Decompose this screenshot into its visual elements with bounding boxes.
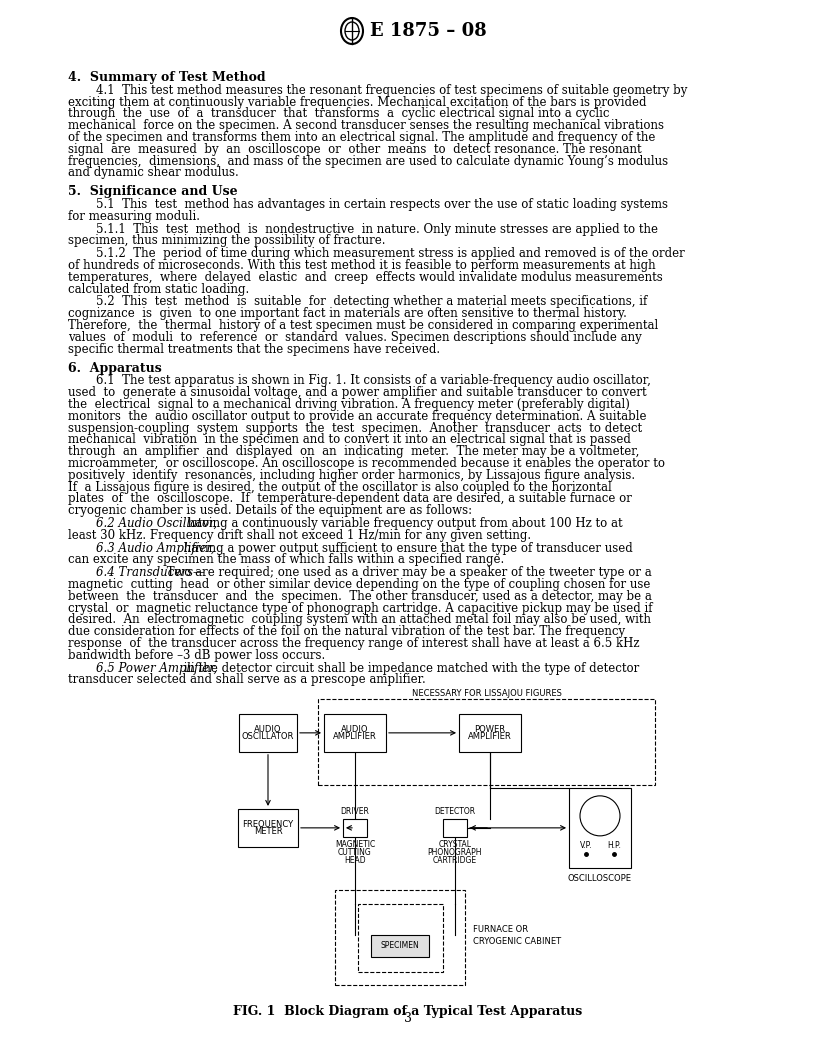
Text: desired.  An  electromagnetic  coupling system with an attached metal foil may a: desired. An electromagnetic coupling sys… bbox=[68, 614, 651, 626]
Bar bbox=[343, 818, 367, 836]
Text: of hundreds of microseconds. With this test method it is feasible to perform mea: of hundreds of microseconds. With this t… bbox=[68, 259, 655, 272]
Bar bbox=[238, 809, 298, 847]
Text: If  a Lissajous figure is desired, the output of the oscillator is also coupled : If a Lissajous figure is desired, the ou… bbox=[68, 480, 612, 493]
Text: NECESSARY FOR LISSAJOU FIGURES: NECESSARY FOR LISSAJOU FIGURES bbox=[411, 689, 561, 698]
Text: FIG. 1  Block Diagram of a Typical Test Apparatus: FIG. 1 Block Diagram of a Typical Test A… bbox=[233, 1005, 583, 1018]
Text: having a continuously variable frequency output from about 100 Hz to at: having a continuously variable frequency… bbox=[184, 517, 623, 530]
Text: 4.  Summary of Test Method: 4. Summary of Test Method bbox=[68, 71, 266, 84]
Text: PHONOGRAPH: PHONOGRAPH bbox=[428, 848, 482, 856]
Text: CARTRIDGE: CARTRIDGE bbox=[433, 855, 477, 865]
Bar bbox=[357, 904, 442, 972]
Text: 6.2 Audio Oscillator,: 6.2 Audio Oscillator, bbox=[96, 517, 217, 530]
Bar bbox=[335, 890, 465, 985]
Text: 5.  Significance and Use: 5. Significance and Use bbox=[68, 185, 237, 199]
Text: plates  of  the  oscilloscope.  If  temperature-dependent data are desired, a su: plates of the oscilloscope. If temperatu… bbox=[68, 492, 632, 506]
Text: CRYSTAL: CRYSTAL bbox=[438, 840, 472, 849]
Text: 6.3 Audio Amplifier,: 6.3 Audio Amplifier, bbox=[96, 542, 215, 554]
Text: magnetic  cutting  head  or other similar device depending on the type of coupli: magnetic cutting head or other similar d… bbox=[68, 578, 650, 591]
Bar bbox=[318, 699, 655, 786]
Text: 4.1  This test method measures the resonant frequencies of test specimens of sui: 4.1 This test method measures the resona… bbox=[96, 83, 687, 97]
Text: H.P.: H.P. bbox=[607, 842, 621, 850]
Bar bbox=[371, 935, 429, 957]
Text: CRYOGENIC CABINET: CRYOGENIC CABINET bbox=[473, 938, 561, 946]
Text: OSCILLOSCOPE: OSCILLOSCOPE bbox=[568, 874, 632, 883]
Text: 5.1.1  This  test  method  is  nondestructive  in nature. Only minute stresses a: 5.1.1 This test method is nondestructive… bbox=[96, 223, 658, 235]
Text: 5.1.2  The  period of time during which measurement stress is applied and remove: 5.1.2 The period of time during which me… bbox=[96, 247, 685, 260]
Text: specific thermal treatments that the specimens have received.: specific thermal treatments that the spe… bbox=[68, 343, 440, 356]
Text: bandwidth before –3 dB power loss occurs.: bandwidth before –3 dB power loss occurs… bbox=[68, 648, 326, 662]
Text: having a power output sufficient to ensure that the type of transducer used: having a power output sufficient to ensu… bbox=[180, 542, 633, 554]
Text: Therefore,  the  thermal  history of a test specimen must be considered in compa: Therefore, the thermal history of a test… bbox=[68, 319, 659, 332]
Text: cognizance  is  given  to one important fact in materials are often sensitive to: cognizance is given to one important fac… bbox=[68, 307, 627, 320]
Text: FREQUENCY: FREQUENCY bbox=[242, 819, 294, 829]
Bar bbox=[443, 818, 467, 836]
Text: DRIVER: DRIVER bbox=[340, 807, 370, 816]
Text: CUTTING: CUTTING bbox=[338, 848, 372, 856]
Text: mechanical  vibration  in the specimen and to convert it into an electrical sign: mechanical vibration in the specimen and… bbox=[68, 433, 631, 447]
Text: DETECTOR: DETECTOR bbox=[434, 807, 476, 816]
Text: AMPLIFIER: AMPLIFIER bbox=[333, 732, 377, 741]
Text: of the specimen and transforms them into an electrical signal. The amplitude and: of the specimen and transforms them into… bbox=[68, 131, 655, 144]
Text: between  the  transducer  and  the  specimen.  The other transducer, used as a d: between the transducer and the specimen.… bbox=[68, 589, 652, 603]
Text: OSCILLATOR: OSCILLATOR bbox=[242, 732, 295, 741]
Text: SPECIMEN: SPECIMEN bbox=[380, 941, 419, 950]
Text: least 30 kHz. Frequency drift shall not exceed 1 Hz/min for any given setting.: least 30 kHz. Frequency drift shall not … bbox=[68, 529, 531, 542]
Text: calculated from static loading.: calculated from static loading. bbox=[68, 283, 249, 296]
Text: and dynamic shear modulus.: and dynamic shear modulus. bbox=[68, 167, 239, 180]
Text: through  an  amplifier  and  displayed  on  an  indicating  meter.  The meter ma: through an amplifier and displayed on an… bbox=[68, 446, 640, 458]
Bar bbox=[324, 714, 386, 752]
Bar bbox=[569, 788, 631, 868]
Text: AUDIO: AUDIO bbox=[341, 724, 369, 734]
Text: positively  identify  resonances, including higher order harmonics, by Lissajous: positively identify resonances, includin… bbox=[68, 469, 635, 482]
Text: can excite any specimen the mass of which falls within a specified range.: can excite any specimen the mass of whic… bbox=[68, 553, 504, 566]
Text: specimen, thus minimizing the possibility of fracture.: specimen, thus minimizing the possibilit… bbox=[68, 234, 385, 247]
Text: exciting them at continuously variable frequencies. Mechanical excitation of the: exciting them at continuously variable f… bbox=[68, 96, 646, 109]
Text: 5.1  This  test  method has advantages in certain respects over the use of stati: 5.1 This test method has advantages in c… bbox=[96, 199, 668, 211]
Text: signal  are  measured  by  an  oscilloscope  or  other  means  to  detect resona: signal are measured by an oscilloscope o… bbox=[68, 143, 641, 156]
Text: frequencies,  dimensions,  and mass of the specimen are used to calculate dynami: frequencies, dimensions, and mass of the… bbox=[68, 154, 668, 168]
Bar bbox=[239, 714, 297, 752]
Text: response  of  the transducer across the frequency range of interest shall have a: response of the transducer across the fr… bbox=[68, 637, 640, 649]
Text: 6.1  The test apparatus is shown in Fig. 1. It consists of a variable-frequency : 6.1 The test apparatus is shown in Fig. … bbox=[96, 375, 651, 388]
Text: METER: METER bbox=[254, 827, 282, 836]
Text: 5.2  This  test  method  is  suitable  for  detecting whether a material meets s: 5.2 This test method is suitable for det… bbox=[96, 296, 647, 308]
Bar bbox=[459, 714, 521, 752]
Text: through  the  use  of  a  transducer  that  transforms  a  cyclic electrical sig: through the use of a transducer that tra… bbox=[68, 108, 610, 120]
Text: V.P.: V.P. bbox=[579, 842, 592, 850]
Text: values  of  moduli  to  reference  or  standard  values. Specimen descriptions s: values of moduli to reference or standar… bbox=[68, 331, 641, 344]
Text: the  electrical  signal to a mechanical driving vibration. A frequency meter (pr: the electrical signal to a mechanical dr… bbox=[68, 398, 630, 411]
Text: monitors  the  audio oscillator output to provide an accurate frequency determin: monitors the audio oscillator output to … bbox=[68, 410, 646, 422]
Text: E 1875 – 08: E 1875 – 08 bbox=[370, 22, 487, 40]
Text: temperatures,  where  delayed  elastic  and  creep  effects would invalidate mod: temperatures, where delayed elastic and … bbox=[68, 271, 663, 284]
Text: 6.  Apparatus: 6. Apparatus bbox=[68, 361, 162, 375]
Text: AMPLIFIER: AMPLIFIER bbox=[468, 732, 512, 741]
Text: cryogenic chamber is used. Details of the equipment are as follows:: cryogenic chamber is used. Details of th… bbox=[68, 504, 472, 517]
Text: mechanical  force on the specimen. A second transducer senses the resulting mech: mechanical force on the specimen. A seco… bbox=[68, 119, 664, 132]
Text: crystal  or  magnetic reluctance type of phonograph cartridge. A capacitive pick: crystal or magnetic reluctance type of p… bbox=[68, 602, 653, 615]
Text: POWER: POWER bbox=[474, 724, 506, 734]
Text: 6.5 Power Amplifier,: 6.5 Power Amplifier, bbox=[96, 661, 217, 675]
Text: 6.4 Transducers—: 6.4 Transducers— bbox=[96, 566, 205, 579]
Text: for measuring moduli.: for measuring moduli. bbox=[68, 210, 200, 223]
Text: suspension-coupling  system  supports  the  test  specimen.  Another  transducer: suspension-coupling system supports the … bbox=[68, 421, 642, 435]
Text: microammeter,  or oscilloscope. An oscilloscope is recommended because it enable: microammeter, or oscilloscope. An oscill… bbox=[68, 457, 665, 470]
Text: HEAD: HEAD bbox=[344, 855, 366, 865]
Text: AUDIO: AUDIO bbox=[255, 724, 282, 734]
Text: used  to  generate a sinusoidal voltage, and a power amplifier and suitable tran: used to generate a sinusoidal voltage, a… bbox=[68, 386, 646, 399]
Text: MAGNETIC: MAGNETIC bbox=[335, 840, 375, 849]
Text: FURNACE OR: FURNACE OR bbox=[473, 925, 528, 935]
Text: 3: 3 bbox=[404, 1012, 412, 1024]
Text: Two are required; one used as a driver may be a speaker of the tweeter type or a: Two are required; one used as a driver m… bbox=[163, 566, 652, 579]
Text: in the detector circuit shall be impedance matched with the type of detector: in the detector circuit shall be impedan… bbox=[180, 661, 640, 675]
Text: transducer selected and shall serve as a prescope amplifier.: transducer selected and shall serve as a… bbox=[68, 674, 426, 686]
Text: due consideration for effects of the foil on the natural vibration of the test b: due consideration for effects of the foi… bbox=[68, 625, 625, 638]
